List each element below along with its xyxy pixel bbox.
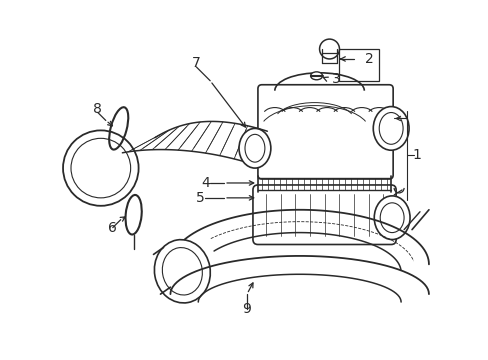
Text: 8: 8 bbox=[93, 102, 102, 116]
Ellipse shape bbox=[63, 130, 138, 206]
Ellipse shape bbox=[319, 39, 339, 59]
Text: 6: 6 bbox=[108, 221, 117, 235]
Text: 1: 1 bbox=[412, 148, 421, 162]
Text: 7: 7 bbox=[191, 56, 200, 70]
Text: 2: 2 bbox=[364, 52, 373, 66]
Text: 5: 5 bbox=[196, 191, 204, 205]
Text: 4: 4 bbox=[201, 176, 209, 190]
Text: 3: 3 bbox=[331, 72, 340, 86]
Text: 9: 9 bbox=[242, 302, 251, 316]
Ellipse shape bbox=[372, 107, 408, 150]
Ellipse shape bbox=[239, 129, 270, 168]
Bar bbox=[339, 49, 379, 81]
Ellipse shape bbox=[154, 240, 210, 303]
Ellipse shape bbox=[373, 196, 409, 239]
FancyBboxPatch shape bbox=[257, 85, 392, 179]
FancyBboxPatch shape bbox=[252, 185, 395, 244]
Ellipse shape bbox=[310, 72, 322, 80]
